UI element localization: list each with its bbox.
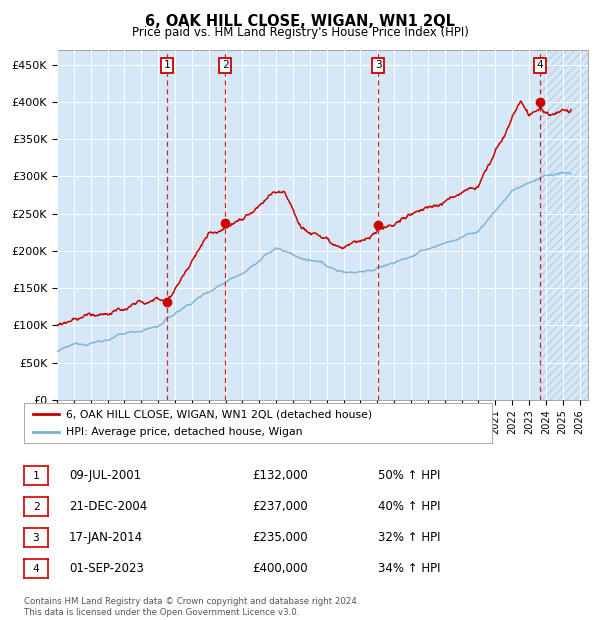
Text: 32% ↑ HPI: 32% ↑ HPI bbox=[378, 531, 440, 544]
Text: 4: 4 bbox=[537, 60, 544, 70]
Text: 09-JUL-2001: 09-JUL-2001 bbox=[69, 469, 141, 482]
Text: 50% ↑ HPI: 50% ↑ HPI bbox=[378, 469, 440, 482]
Text: £400,000: £400,000 bbox=[252, 562, 308, 575]
Text: £237,000: £237,000 bbox=[252, 500, 308, 513]
Text: HPI: Average price, detached house, Wigan: HPI: Average price, detached house, Wiga… bbox=[66, 427, 302, 437]
Text: 01-SEP-2023: 01-SEP-2023 bbox=[69, 562, 144, 575]
Text: £235,000: £235,000 bbox=[252, 531, 308, 544]
Text: 6, OAK HILL CLOSE, WIGAN, WN1 2QL (detached house): 6, OAK HILL CLOSE, WIGAN, WN1 2QL (detac… bbox=[66, 409, 372, 419]
Text: £132,000: £132,000 bbox=[252, 469, 308, 482]
Text: 2: 2 bbox=[221, 60, 229, 70]
Text: 1: 1 bbox=[164, 60, 170, 70]
Text: 6, OAK HILL CLOSE, WIGAN, WN1 2QL: 6, OAK HILL CLOSE, WIGAN, WN1 2QL bbox=[145, 14, 455, 29]
Bar bbox=[540, 50, 588, 400]
Text: 3: 3 bbox=[32, 533, 40, 542]
Bar bbox=[167, 50, 225, 400]
Text: Price paid vs. HM Land Registry's House Price Index (HPI): Price paid vs. HM Land Registry's House … bbox=[131, 26, 469, 39]
Bar bbox=[378, 50, 540, 400]
Text: 3: 3 bbox=[375, 60, 382, 70]
Text: 34% ↑ HPI: 34% ↑ HPI bbox=[378, 562, 440, 575]
Text: Contains HM Land Registry data © Crown copyright and database right 2024.
This d: Contains HM Land Registry data © Crown c… bbox=[24, 598, 359, 617]
Text: 17-JAN-2014: 17-JAN-2014 bbox=[69, 531, 143, 544]
Text: 21-DEC-2004: 21-DEC-2004 bbox=[69, 500, 147, 513]
Text: 40% ↑ HPI: 40% ↑ HPI bbox=[378, 500, 440, 513]
Text: 1: 1 bbox=[32, 471, 40, 480]
Text: 4: 4 bbox=[32, 564, 40, 574]
Text: 2: 2 bbox=[32, 502, 40, 512]
